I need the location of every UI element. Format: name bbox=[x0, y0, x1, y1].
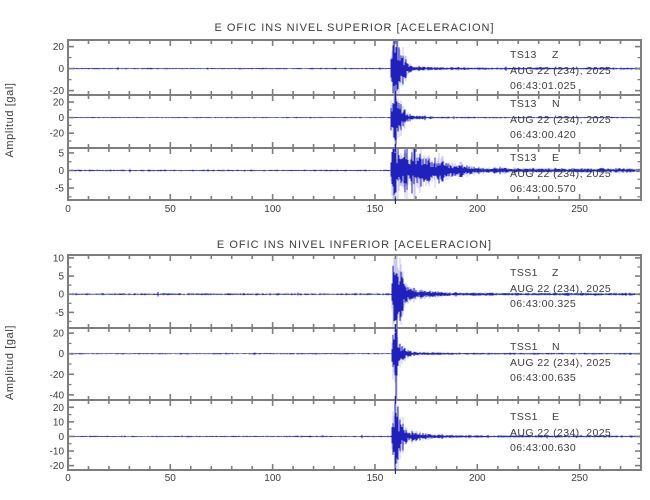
y-tick-label: 5 bbox=[58, 148, 64, 159]
trace-station-label: TSS1 bbox=[510, 267, 538, 279]
y-tick-label: -20 bbox=[50, 461, 65, 472]
y-tick-label: 20 bbox=[53, 42, 65, 53]
trace-component-label: E bbox=[552, 152, 559, 164]
trace-date-label: AUG 22 (234), 2025 bbox=[510, 168, 611, 180]
panel-title: E OFIC INS NIVEL SUPERIOR [ACELERACION] bbox=[214, 22, 494, 34]
panel-inferior: E OFIC INS NIVEL INFERIOR [ACELERACION] A… bbox=[4, 239, 642, 484]
y-tick-label: -10 bbox=[50, 447, 65, 458]
trace-component-label: N bbox=[552, 98, 560, 110]
trace-date-label: AUG 22 (234), 2025 bbox=[510, 427, 611, 439]
y-tick-label: 5 bbox=[58, 272, 64, 283]
waveform-TS13-Z bbox=[69, 41, 640, 94]
y-tick-label: 0 bbox=[58, 432, 64, 443]
trace-date-label: AUG 22 (234), 2025 bbox=[510, 114, 611, 126]
y-tick-label: -5 bbox=[55, 308, 64, 319]
trace-date-label: AUG 22 (234), 2025 bbox=[510, 65, 611, 77]
y-tick-label: 10 bbox=[53, 253, 65, 264]
x-tick-label: 50 bbox=[165, 204, 177, 215]
y-tick-label: -20 bbox=[50, 129, 65, 140]
panel-title: E OFIC INS NIVEL INFERIOR [ACELERACION] bbox=[217, 239, 492, 251]
x-tick-label: 200 bbox=[469, 473, 486, 484]
y-axis-label: Amplitud [gal] bbox=[4, 82, 16, 157]
y-tick-label: -40 bbox=[50, 390, 65, 401]
y-tick-label: -5 bbox=[55, 184, 64, 195]
x-tick-label: 50 bbox=[165, 473, 177, 484]
x-tick-label: 150 bbox=[367, 473, 384, 484]
y-tick-label: -20 bbox=[50, 370, 65, 381]
x-tick-label: 0 bbox=[65, 204, 71, 215]
trace-date-label: AUG 22 (234), 2025 bbox=[510, 283, 611, 295]
x-tick-label: 0 bbox=[65, 473, 71, 484]
trace-component-label: Z bbox=[552, 49, 559, 61]
y-tick-label: 20 bbox=[53, 403, 65, 414]
x-tick-label: 100 bbox=[264, 204, 281, 215]
x-tick-label: 250 bbox=[571, 204, 588, 215]
trace-station-label: TS13 bbox=[510, 98, 537, 110]
x-tick-label: 100 bbox=[264, 473, 281, 484]
trace-time-label: 06:43:00.325 bbox=[510, 298, 576, 310]
y-tick-label: 10 bbox=[53, 417, 65, 428]
x-tick-label: 250 bbox=[571, 473, 588, 484]
trace-component-label: E bbox=[552, 411, 559, 423]
x-tick-label: 200 bbox=[469, 204, 486, 215]
trace-date-label: AUG 22 (234), 2025 bbox=[510, 357, 611, 369]
panel-superior: E OFIC INS NIVEL SUPERIOR [ACELERACION] A… bbox=[4, 22, 642, 215]
waveform-TSS1-N bbox=[69, 329, 640, 399]
y-tick-label: 0 bbox=[58, 290, 64, 301]
y-tick-label: 0 bbox=[58, 166, 64, 177]
waveform-TS13-E bbox=[69, 149, 640, 196]
x-tick-label: 150 bbox=[367, 204, 384, 215]
waveform-TS13-N bbox=[69, 96, 640, 145]
y-tick-label: -20 bbox=[50, 86, 65, 97]
trace-time-label: 06:43:00.570 bbox=[510, 183, 576, 195]
trace-time-label: 06:43:00.630 bbox=[510, 442, 576, 454]
trace-time-label: 06:43:01.025 bbox=[510, 80, 576, 92]
trace-component-label: N bbox=[552, 341, 560, 353]
y-tick-label: 0 bbox=[58, 349, 64, 360]
trace-component-label: Z bbox=[552, 267, 559, 279]
y-tick-label: 20 bbox=[53, 329, 65, 340]
y-tick-label: 20 bbox=[53, 98, 65, 109]
trace-time-label: 06:43:00.420 bbox=[510, 129, 576, 141]
y-tick-label: 0 bbox=[58, 113, 64, 124]
trace-station-label: TS13 bbox=[510, 49, 537, 61]
trace-station-label: TS13 bbox=[510, 152, 537, 164]
waveform-TSS1-Z bbox=[69, 265, 640, 327]
y-tick-label: 0 bbox=[58, 64, 64, 75]
trace-station-label: TSS1 bbox=[510, 341, 538, 353]
waveform-TSS1-E bbox=[69, 402, 640, 469]
trace-station-label: TSS1 bbox=[510, 411, 538, 423]
trace-time-label: 06:43:00.635 bbox=[510, 372, 576, 384]
y-axis-label: Amplitud [gal] bbox=[4, 325, 16, 400]
